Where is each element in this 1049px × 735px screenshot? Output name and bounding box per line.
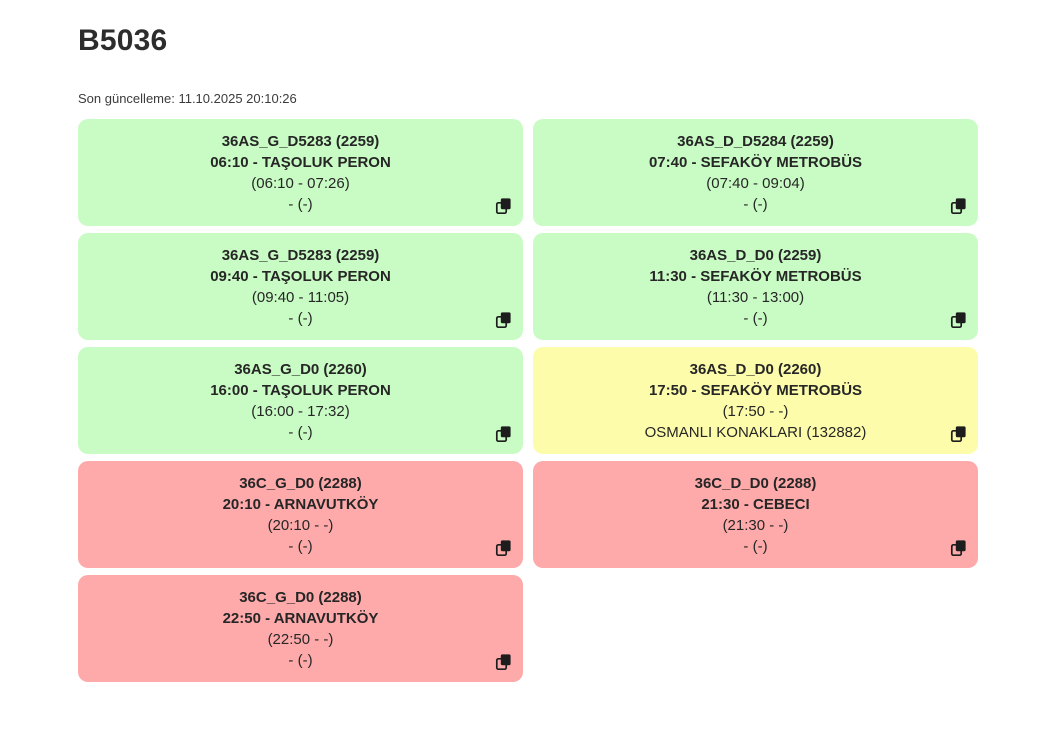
trip-departure: 20:10 - ARNAVUTKÖY [222,495,379,513]
trip-time-window: (20:10 - -) [267,516,334,534]
copy-button[interactable] [949,197,967,215]
trip-code: 36AS_D_D0 (2259) [689,246,822,264]
trip-note: - (-) [288,423,313,441]
trip-note: - (-) [288,309,313,327]
copy-button[interactable] [949,539,967,557]
trip-card: 36AS_D_D0 (2259) 11:30 - SEFAKÖY METROBÜ… [533,233,978,340]
page-title: B5036 [78,24,168,57]
trip-time-window: (11:30 - 13:00) [706,288,805,306]
trip-time-window: (09:40 - 11:05) [251,288,350,306]
trip-time-window: (16:00 - 17:32) [251,402,350,420]
trip-card: 36C_G_D0 (2288) 22:50 - ARNAVUTKÖY (22:5… [78,575,523,682]
copy-button[interactable] [949,311,967,329]
trip-departure: 16:00 - TAŞOLUK PERON [210,381,391,399]
last-update-text: Son güncelleme: 11.10.2025 20:10:26 [78,91,297,106]
trip-departure: 17:50 - SEFAKÖY METROBÜS [648,381,863,399]
copy-icon [950,312,966,328]
trip-note: OSMANLI KONAKLARI (132882) [644,423,867,441]
copy-button[interactable] [949,425,967,443]
trip-departure: 07:40 - SEFAKÖY METROBÜS [648,153,863,171]
cards-grid: 36AS_G_D5283 (2259) 06:10 - TAŞOLUK PERO… [78,119,978,682]
trip-note: - (-) [288,537,313,555]
trip-time-window: (21:30 - -) [722,516,789,534]
copy-button[interactable] [494,653,512,671]
trip-code: 36AS_D_D0 (2260) [689,360,822,378]
trip-card: 36C_D_D0 (2288) 21:30 - CEBECI (21:30 - … [533,461,978,568]
trip-time-window: (06:10 - 07:26) [251,174,350,192]
copy-button[interactable] [494,539,512,557]
copy-icon [495,654,511,670]
trip-card: 36AS_G_D5283 (2259) 09:40 - TAŞOLUK PERO… [78,233,523,340]
trip-departure: 22:50 - ARNAVUTKÖY [222,609,379,627]
trip-code: 36AS_G_D0 (2260) [234,360,367,378]
trip-code: 36AS_G_D5283 (2259) [221,246,380,264]
trip-note: - (-) [743,537,768,555]
trip-note: - (-) [288,651,313,669]
copy-button[interactable] [494,197,512,215]
trip-code: 36AS_G_D5283 (2259) [221,132,380,150]
page-container: B5036 Son güncelleme: 11.10.2025 20:10:2… [78,24,978,682]
copy-icon [950,198,966,214]
trip-departure: 09:40 - TAŞOLUK PERON [210,267,391,285]
trip-code: 36C_G_D0 (2288) [239,474,362,492]
trip-card: 36AS_D_D0 (2260) 17:50 - SEFAKÖY METROBÜ… [533,347,978,454]
copy-icon [950,540,966,556]
trip-card: 36AS_G_D0 (2260) 16:00 - TAŞOLUK PERON (… [78,347,523,454]
trip-code: 36C_D_D0 (2288) [694,474,817,492]
trip-card: 36AS_D_D5284 (2259) 07:40 - SEFAKÖY METR… [533,119,978,226]
copy-icon [950,426,966,442]
copy-icon [495,540,511,556]
copy-icon [495,312,511,328]
trip-card: 36C_G_D0 (2288) 20:10 - ARNAVUTKÖY (20:1… [78,461,523,568]
trip-time-window: (22:50 - -) [267,630,334,648]
trip-time-window: (07:40 - 09:04) [706,174,805,192]
trip-departure: 21:30 - CEBECI [701,495,810,513]
trip-code: 36AS_D_D5284 (2259) [677,132,834,150]
trip-departure: 06:10 - TAŞOLUK PERON [210,153,391,171]
trip-code: 36C_G_D0 (2288) [239,588,362,606]
trip-note: - (-) [743,195,768,213]
trip-time-window: (17:50 - -) [722,402,789,420]
copy-icon [495,198,511,214]
trip-note: - (-) [743,309,768,327]
trip-card: 36AS_G_D5283 (2259) 06:10 - TAŞOLUK PERO… [78,119,523,226]
copy-button[interactable] [494,425,512,443]
trip-note: - (-) [288,195,313,213]
trip-departure: 11:30 - SEFAKÖY METROBÜS [649,267,862,285]
copy-button[interactable] [494,311,512,329]
copy-icon [495,426,511,442]
